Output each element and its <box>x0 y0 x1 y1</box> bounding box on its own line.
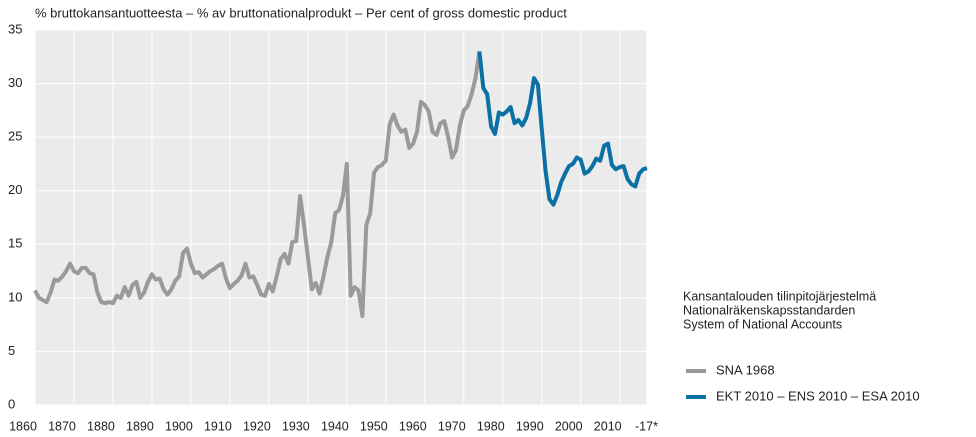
legend-title: Kansantalouden tilinpitojärjestelmä <box>683 289 876 303</box>
x-tick-label: 1950 <box>360 419 388 433</box>
x-tick-label: 1930 <box>282 419 310 433</box>
y-tick-label: 0 <box>8 396 15 411</box>
plot-background <box>35 30 647 405</box>
x-tick-label: 1980 <box>477 419 505 433</box>
x-tick-label: 2010 <box>594 419 622 433</box>
x-tick-label: 1920 <box>243 419 271 433</box>
y-tick-label: 35 <box>8 21 22 36</box>
x-tick-label: 1900 <box>165 419 193 433</box>
x-tick-label: 1910 <box>204 419 232 433</box>
y-tick-label: 25 <box>8 129 22 144</box>
legend-label: SNA 1968 <box>716 362 775 377</box>
x-tick-label: 1870 <box>48 419 76 433</box>
series-line <box>33 51 482 319</box>
chart-title: % bruttokansantuotteesta – % av bruttona… <box>35 5 567 20</box>
x-tick-label: 1880 <box>87 419 115 433</box>
x-tick-label: 1970 <box>438 419 466 433</box>
x-tick-label: 1940 <box>321 419 349 433</box>
x-tick-label: 1990 <box>516 419 544 433</box>
legend-title: Nationalräkenskapsstandarden <box>683 303 855 317</box>
legend-title: System of National Accounts <box>683 317 842 331</box>
y-tick-label: 20 <box>8 182 22 197</box>
x-tick-label: 1890 <box>126 419 154 433</box>
x-tick-label: -17* <box>635 419 658 433</box>
legend-label: EKT 2010 – ENS 2010 – ESA 2010 <box>716 388 920 403</box>
x-tick-label: 1960 <box>399 419 427 433</box>
y-tick-label: 10 <box>8 289 22 304</box>
series-line <box>477 51 648 207</box>
x-tick-label: 2000 <box>555 419 583 433</box>
y-tick-label: 30 <box>8 75 22 90</box>
x-tick-label: 1860 <box>9 419 37 433</box>
y-tick-label: 5 <box>8 343 15 358</box>
y-tick-label: 15 <box>8 236 22 251</box>
